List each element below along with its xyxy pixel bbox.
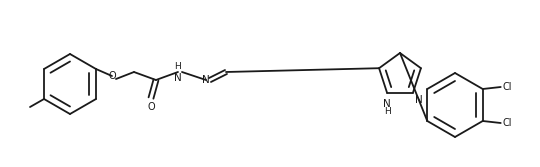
Text: Cl: Cl — [503, 82, 512, 92]
Text: O: O — [147, 102, 155, 112]
Text: Cl: Cl — [503, 118, 512, 128]
Text: H: H — [384, 107, 390, 116]
Text: N: N — [202, 75, 210, 85]
Text: O: O — [108, 71, 116, 81]
Text: N: N — [415, 95, 423, 105]
Text: N: N — [383, 99, 391, 109]
Text: H: H — [174, 62, 181, 71]
Text: N: N — [174, 73, 182, 83]
